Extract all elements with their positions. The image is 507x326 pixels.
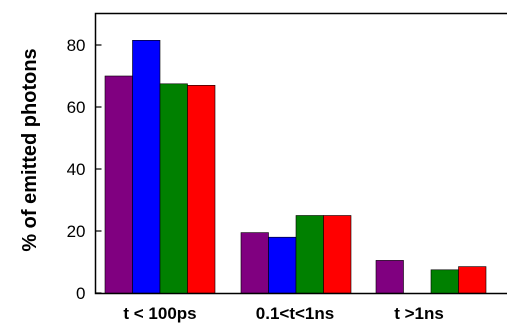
bars-group [104,39,487,294]
y-tick-label-0: 0 [76,284,85,303]
x-axis-labels: t < 100ps 0.1<t<1ns t >1ns [123,304,443,323]
bar-0-3 [187,85,216,294]
y-tick-label-1: 20 [67,222,86,241]
bar-1-0 [240,232,269,294]
bar-2-0 [375,260,404,294]
bar-2-3 [458,266,487,294]
bar-1-2 [295,215,324,294]
y-tick-label-2: 40 [67,160,86,179]
y-axis-ticks: 0 20 40 60 80 [67,36,102,303]
x-category-label-0: t < 100ps [123,304,196,323]
bar-2-2 [430,269,459,294]
bar-0-1 [132,39,161,294]
plot-frame [94,12,507,295]
bar-1-1 [268,236,297,294]
y-axis-title: % of emitted photons [19,48,41,251]
x-category-label-1: 0.1<t<1ns [256,304,334,323]
bar-0-2 [159,83,188,294]
y-tick-label-3: 60 [67,98,86,117]
y-tick-label-4: 80 [67,36,86,55]
bar-1-3 [323,215,352,294]
bar-0-0 [104,75,133,294]
x-category-label-2: t >1ns [394,304,444,323]
